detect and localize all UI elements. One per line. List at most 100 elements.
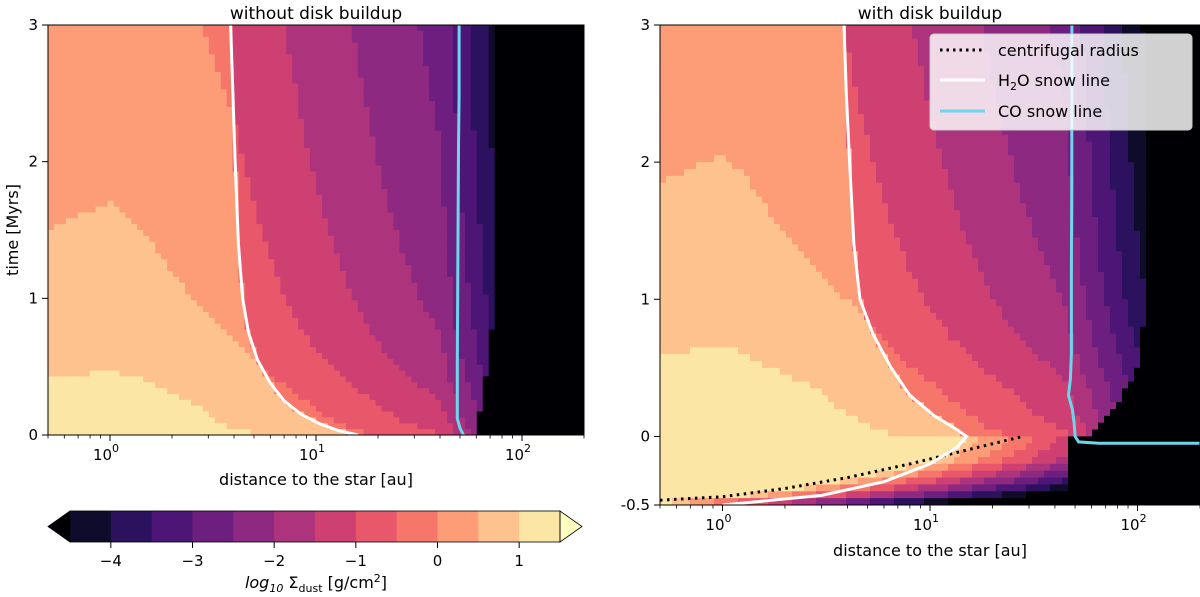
contour-cell [71,71,79,79]
contour-cell [458,312,466,319]
contour-cell [119,317,127,325]
contour-cell [310,71,317,79]
contour-cell [137,89,144,96]
contour-cell [417,60,424,67]
contour-cell [578,66,584,73]
contour-cell [518,241,526,249]
contour-cell [464,95,472,102]
contour-cell [89,323,97,331]
contour-cell [173,118,180,126]
contour-cell [232,288,240,296]
contour-cell [458,136,466,143]
contour-cell [512,77,520,85]
contour-cell [482,230,490,237]
contour-cell [310,95,317,102]
contour-cell [202,89,210,96]
contour-cell [238,130,246,137]
contour-cell [411,60,418,67]
contour-cell [244,107,252,114]
contour-cell [214,341,222,348]
contour-cell [399,183,406,190]
contour-cell [530,276,537,284]
contour-cell [310,194,317,202]
contour-cell [321,306,329,313]
contour-cell [244,83,252,91]
contour-cell [262,230,269,237]
contour-cell [333,259,341,266]
contour-cell [363,312,371,319]
contour-cell [411,329,418,337]
contour-cell [244,25,252,32]
contour-cell [548,36,555,44]
contour-cell [405,194,412,202]
contour-cell [113,148,121,155]
contour-cell [518,230,526,237]
contour-cell [452,253,460,260]
contour-cell [423,224,430,231]
contour-cell [179,317,186,325]
contour-cell [173,83,180,91]
contour-cell [363,288,371,296]
contour-cell [488,25,496,32]
contour-cell [77,323,85,331]
contour-cell [286,312,293,319]
contour-cell [566,329,573,337]
contour-cell [53,66,61,73]
contour-cell [149,253,156,260]
contour-cell [89,101,97,108]
contour-cell [48,241,55,249]
contour-cell [220,235,228,243]
contour-cell [262,276,269,284]
contour-cell [381,194,389,202]
contour-cell [179,42,186,50]
contour-cell [536,189,543,196]
contour-cell [286,282,293,290]
contour-cell [95,235,103,243]
contour-cell [524,60,531,67]
contour-cell [447,42,454,50]
contour-cell [173,271,180,278]
contour-cell [500,294,508,301]
contour-cell [542,212,549,219]
contour-cell [113,42,121,50]
contour-cell [423,271,430,278]
contour-cell [411,165,418,173]
contour-cell [214,347,222,354]
contour-cell [435,253,442,260]
contour-cell [220,247,228,255]
contour-cell [327,306,335,313]
contour-cell [173,142,180,149]
contour-cell [268,25,275,32]
contour-cell [381,42,389,50]
contour-cell [125,265,132,272]
contour-cell [304,212,311,219]
contour-cell [268,60,275,67]
contour-cell [184,200,192,208]
contour-cell [524,25,531,32]
contour-cell [107,212,115,219]
contour-cell [65,206,73,214]
contour-cell [333,312,341,319]
contour-cell [536,142,543,149]
contour-cell [554,148,561,155]
contour-cell [137,335,144,342]
contour-cell [494,25,502,32]
contour-cell [59,77,67,85]
contour-cell [262,329,269,337]
contour-cell [316,66,323,73]
contour-cell [202,54,210,61]
left-title: without disk buildup [230,4,402,24]
contour-cell [464,241,472,249]
contour-cell [208,300,216,307]
contour-cell [572,48,579,55]
contour-cell [351,36,359,44]
contour-cell [470,235,478,243]
contour-cell [190,165,198,173]
contour-cell [214,124,222,132]
contour-cell [578,165,584,173]
contour-cell [274,241,281,249]
contour-cell [149,206,156,214]
contour-cell [393,89,400,96]
contour-cell [202,282,210,290]
contour-cell [53,71,61,79]
